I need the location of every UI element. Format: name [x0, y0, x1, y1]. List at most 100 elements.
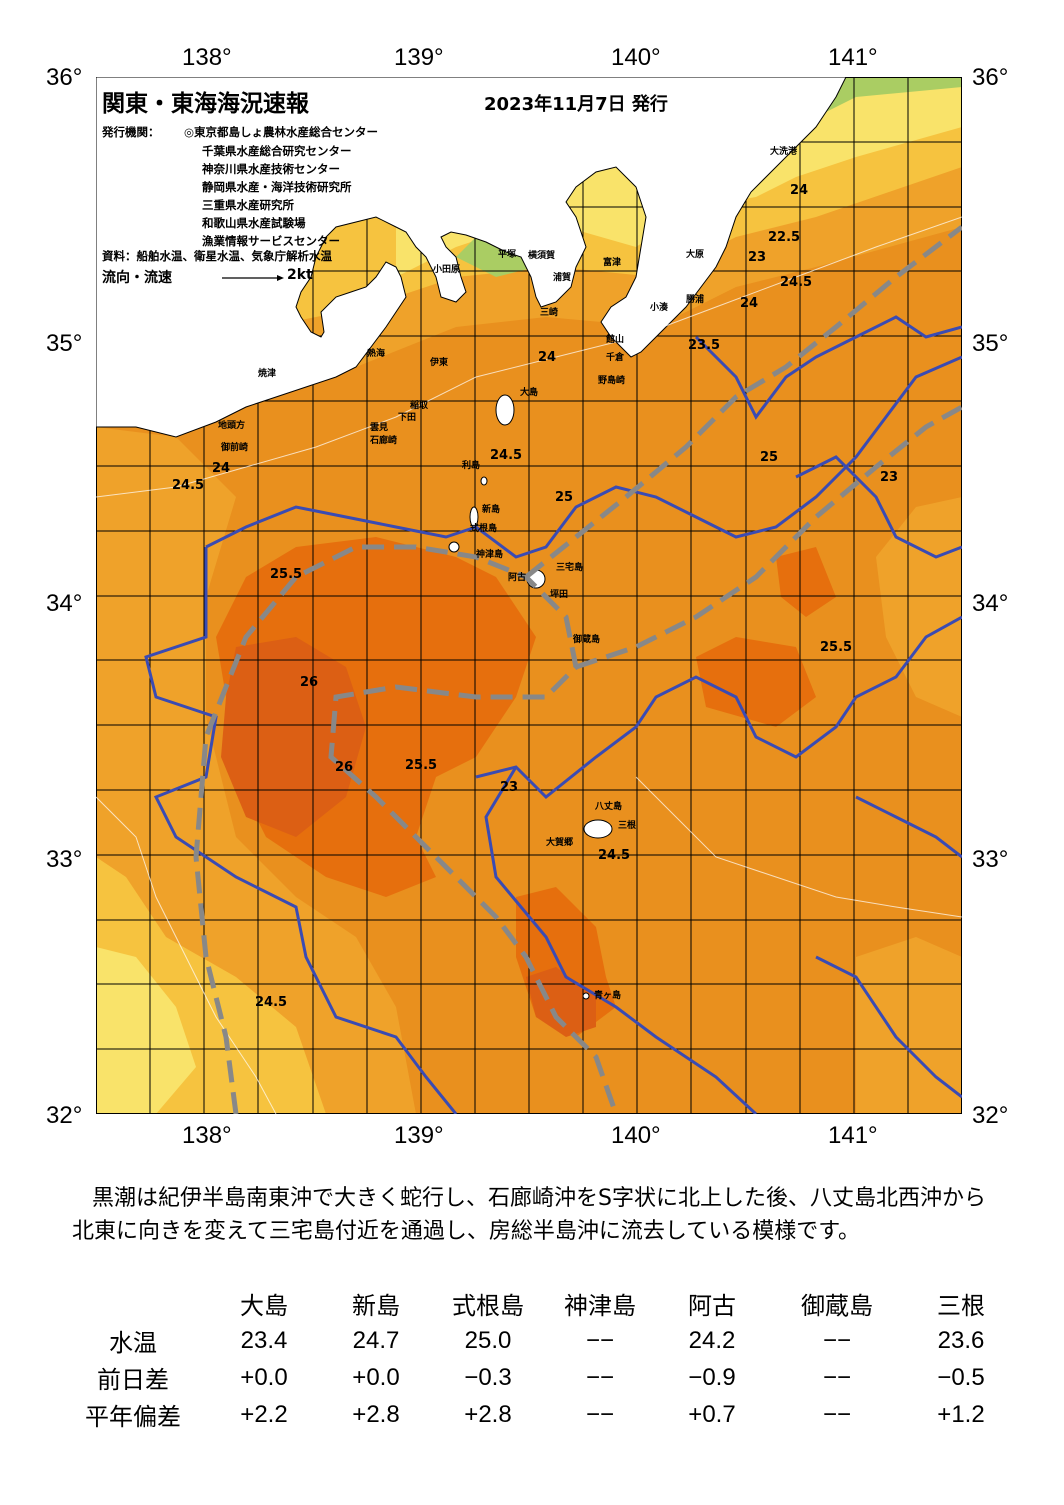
- place-yaizu: 焼津: [258, 369, 277, 379]
- island-oshima: [495, 394, 515, 426]
- place-misaki: 三崎: [540, 308, 559, 318]
- table-cell: +2.8: [352, 1400, 400, 1428]
- table-cell: +0.7: [688, 1400, 736, 1428]
- issuer-3: 静岡県水産・海洋技術研究所: [202, 180, 352, 194]
- place-mikurajima: 御蔵島: [573, 635, 601, 645]
- row-label: 水温: [109, 1330, 157, 1357]
- isotherm-label: 25: [760, 450, 779, 465]
- place-aogashima: 青ヶ島: [594, 991, 622, 1001]
- place-shimoda: 下田: [398, 413, 417, 423]
- place-ako: 阿古: [508, 573, 527, 583]
- island-kozushima: [448, 541, 460, 553]
- sea-area-245-east: [876, 497, 962, 717]
- place-hiratsuka: 平塚: [498, 250, 517, 260]
- lat-label-35-left: 35°: [46, 330, 83, 357]
- sea-area-23-southwest: [96, 947, 196, 1114]
- table-cell: 24.7: [352, 1326, 400, 1354]
- lat-label-36-right: 36°: [972, 64, 1009, 91]
- place-atami: 熱海: [367, 349, 386, 359]
- table-row: 平年偏差 +2.2 +2.8 +2.8 −− +0.7 −− +1.2: [58, 1396, 1016, 1433]
- isotherm-label: 23: [748, 250, 767, 265]
- place-kumomi: 雲見: [370, 423, 389, 433]
- table-corner: [58, 1285, 208, 1322]
- place-ohara: 大原: [686, 250, 705, 260]
- table-row: 水温 23.4 24.7 25.0 −− 24.2 −− 23.6: [58, 1322, 1016, 1359]
- place-uraga: 浦賀: [553, 273, 572, 283]
- place-yokosuka: 横須賀: [528, 251, 556, 261]
- lat-label-34-right: 34°: [972, 590, 1009, 617]
- place-okago: 大賀郷: [546, 838, 574, 848]
- isotherm-label: 25.5: [270, 567, 303, 582]
- issuer-5: 和歌山県水産試験場: [202, 216, 306, 230]
- issue-date: 2023年11月7日 発行: [484, 94, 668, 115]
- place-miyakejima: 三宅島: [556, 563, 584, 573]
- place-odawara: 小田原: [433, 265, 461, 275]
- row-label: 前日差: [97, 1367, 169, 1394]
- sea-area-245-southeast: [856, 937, 962, 1114]
- table-cell: 24.2: [688, 1326, 736, 1354]
- table-cell: +2.2: [240, 1400, 288, 1428]
- place-omaezaki: 御前崎: [221, 443, 249, 453]
- table-cell: 25.0: [464, 1326, 512, 1354]
- table-cell: +0.0: [240, 1363, 288, 1391]
- lat-label-32-left: 32°: [46, 1102, 83, 1129]
- table-cell: −−: [585, 1400, 615, 1428]
- issuer-label: 発行機関：: [102, 125, 160, 139]
- lat-label-35-right: 35°: [972, 330, 1009, 357]
- place-katsuura: 勝浦: [686, 295, 705, 305]
- table-col-header: 神津島: [564, 1293, 636, 1320]
- isotherm-label: 24: [790, 183, 809, 198]
- place-hachijojima: 八丈島: [595, 802, 623, 812]
- isotherm-label: 24.5: [780, 275, 813, 290]
- table-cell: −−: [822, 1326, 852, 1354]
- table-header-row: 大島 新島 式根島 神津島 阿古 御蔵島 三根: [58, 1285, 1016, 1322]
- place-kozushima: 神津島: [476, 550, 504, 560]
- isotherm-label: 24: [740, 296, 759, 311]
- table-cell: −0.3: [464, 1363, 512, 1391]
- isotherms-fine: [96, 216, 962, 1114]
- sea-temperature-map: [96, 77, 962, 1114]
- table-col-header: 阿古: [688, 1293, 736, 1320]
- isotherm-label: 26: [300, 675, 319, 690]
- isotherm-label: 24: [538, 350, 557, 365]
- description-text: 黒潮は紀伊半島南東沖で大きく蛇行し、石廊崎沖をS字状に北上した後、八丈島北西沖か…: [72, 1186, 986, 1244]
- place-ito: 伊東: [430, 358, 449, 368]
- table-cell: +1.2: [937, 1400, 985, 1428]
- table-col-header: 大島: [240, 1293, 288, 1320]
- table-cell: −−: [585, 1363, 615, 1391]
- table-cell: −−: [822, 1400, 852, 1428]
- isotherm-label: 24.5: [490, 448, 523, 463]
- place-oarai: 大洗港: [770, 147, 798, 157]
- table-row: 前日差 +0.0 +0.0 −0.3 −− −0.9 −− −0.5: [58, 1359, 1016, 1396]
- table-cell: +2.8: [464, 1400, 512, 1428]
- lat-label-33-right: 33°: [972, 846, 1009, 873]
- isotherm-label: 22.5: [768, 230, 801, 245]
- place-irozaki: 石廊崎: [370, 436, 398, 446]
- place-niijima: 新島: [482, 505, 501, 515]
- issuer-0: ◎東京都島しょ農林水産総合センター: [184, 125, 379, 139]
- table-cell: +0.0: [352, 1363, 400, 1391]
- lat-label-33-left: 33°: [46, 846, 83, 873]
- lat-label-32-right: 32°: [972, 1102, 1009, 1129]
- table-col-header: 新島: [352, 1293, 400, 1320]
- isotherm-label: 23: [500, 780, 519, 795]
- island-aogashima: [582, 992, 590, 1000]
- lon-label-138-bottom: 138°: [182, 1122, 232, 1149]
- table-cell: −−: [585, 1326, 615, 1354]
- place-inatori: 稲取: [410, 401, 429, 411]
- table-col-header: 御蔵島: [801, 1293, 873, 1320]
- place-tsubota: 坪田: [550, 590, 569, 600]
- isotherm-label: 24.5: [172, 478, 205, 493]
- isotherm-label: 25.5: [820, 640, 853, 655]
- isotherm-label: 24.5: [598, 848, 631, 863]
- table-cell: −0.9: [688, 1363, 736, 1391]
- data-source: 資料：船舶水温、衛星水温、気象庁解析水温: [102, 249, 332, 263]
- sea-area-26-core: [221, 637, 366, 837]
- issuer-1: 千葉県水産総合研究センター: [202, 144, 352, 158]
- flow-arrow-icon: [222, 275, 284, 281]
- place-kominato: 小湊: [650, 303, 669, 313]
- land-mass: [96, 77, 847, 438]
- place-toshima: 利島: [462, 461, 481, 471]
- place-oshima: 大島: [520, 388, 539, 398]
- place-shikinejima: 式根島: [470, 524, 498, 534]
